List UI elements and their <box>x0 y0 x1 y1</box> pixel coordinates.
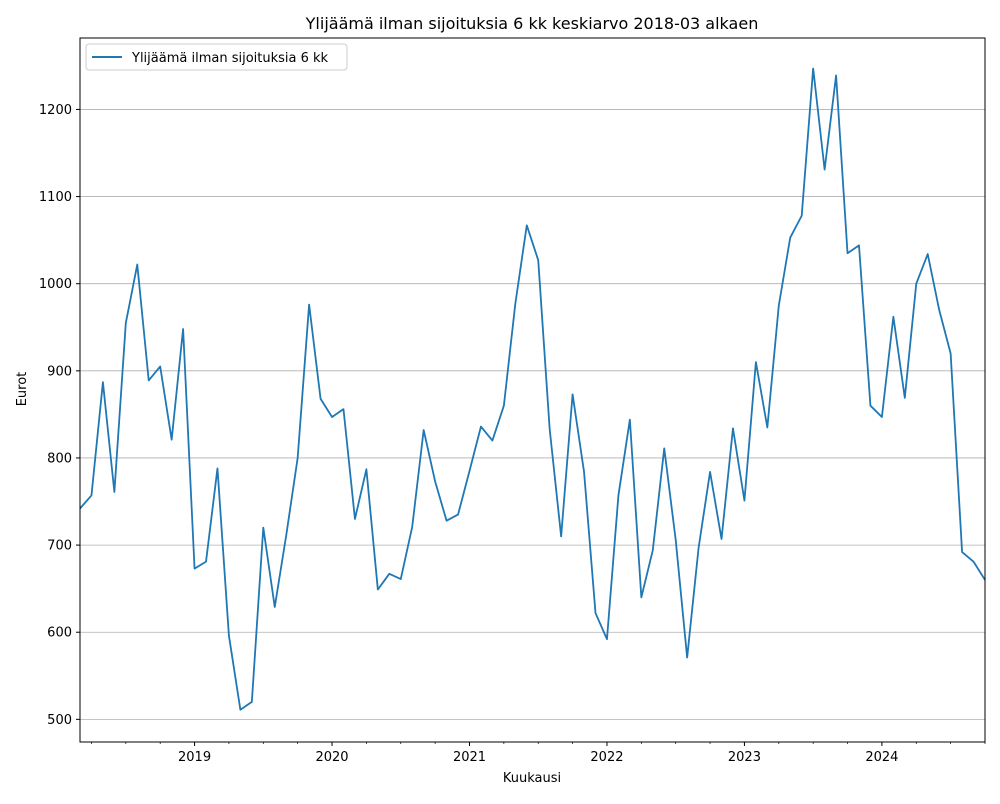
legend-box <box>85 43 348 71</box>
series-layer <box>79 67 986 711</box>
y-tick-label: 1100 <box>39 190 72 205</box>
x-tick-label: 2022 <box>590 750 623 765</box>
x-axis-ticks: 2019 2020 2021 2022 2023 2024 <box>91 742 986 765</box>
x-tick-label: 2024 <box>865 750 898 765</box>
y-tick-label: 1000 <box>39 277 72 292</box>
gridlines <box>80 109 985 720</box>
y-axis-label: Eurot <box>15 372 30 407</box>
x-tick-label: 2019 <box>178 750 211 765</box>
y-tick-label: 600 <box>47 626 72 641</box>
y-tick-label: 700 <box>47 539 72 554</box>
x-tick-label: 2023 <box>728 750 761 765</box>
series-line <box>79 67 986 711</box>
y-tick-label: 500 <box>47 713 72 728</box>
chart-title: Ylijäämä ilman sijoituksia 6 kk keskiarv… <box>305 14 759 33</box>
legend-label: Ylijäämä ilman sijoituksia 6 kk <box>131 51 329 66</box>
y-tick-label: 900 <box>47 364 72 379</box>
x-axis-label: Kuukausi <box>503 771 561 786</box>
legend: Ylijäämä ilman sijoituksia 6 kk <box>85 43 348 71</box>
y-tick-label: 1200 <box>39 103 72 118</box>
y-tick-label: 800 <box>47 451 72 466</box>
x-tick-label: 2021 <box>453 750 486 765</box>
plot-frame <box>79 37 986 743</box>
y-axis-ticks: 500 600 700 800 900 1000 1100 1200 <box>39 103 80 728</box>
x-tick-label: 2020 <box>315 750 348 765</box>
